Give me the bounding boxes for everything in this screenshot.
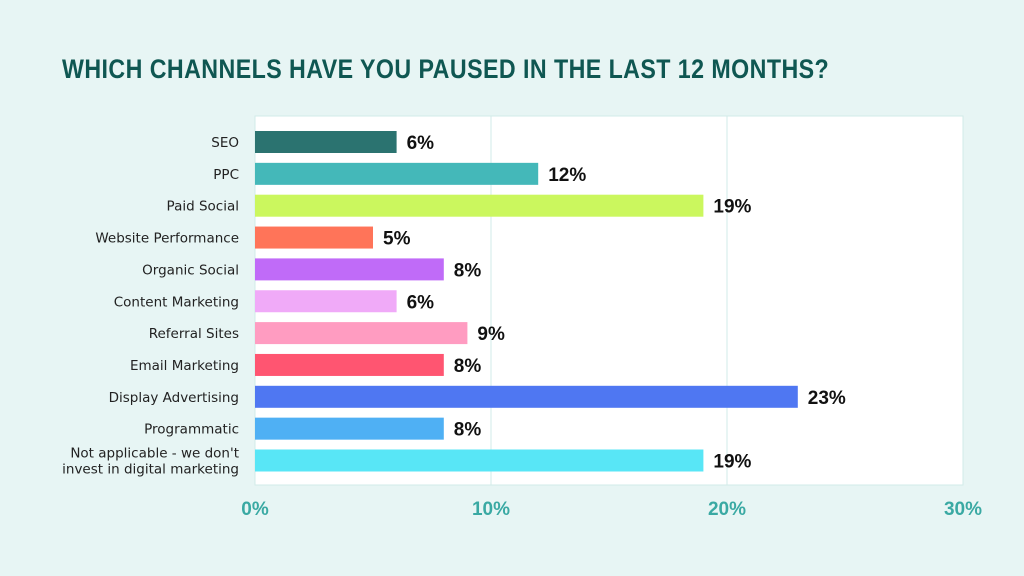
category-label: Display Advertising [109,390,239,406]
category-label: Organic Social [142,262,239,278]
x-tick-label: 10% [472,499,510,520]
category-labels: SEO PPC Paid Social Website Performance Orga… [62,135,239,478]
x-tick-label: 30% [944,499,982,520]
bar [255,131,397,153]
value-label: 8% [454,260,482,281]
value-label: 6% [407,292,435,313]
category-label: Paid Social [167,199,239,215]
value-label: 19% [713,197,751,218]
x-tick-label: 0% [241,499,269,520]
category-label: Website Performance [95,231,239,247]
bar [255,194,704,217]
value-label: 9% [477,324,505,345]
bar [255,290,397,313]
category-label: Content Marketing [114,294,239,310]
category-label: Referral Sites [149,326,239,342]
bar [255,353,444,376]
category-label: Not applicable - we don't invest in digit… [62,446,239,478]
value-label: 19% [713,452,751,473]
bar [255,258,444,281]
bar [255,322,468,345]
value-label: 8% [454,356,482,377]
value-label: 8% [454,420,482,441]
bar [255,162,539,185]
category-label: PPC [213,167,239,183]
bar [255,449,704,472]
x-tick-label: 20% [708,499,746,520]
value-labels: 6% 12% 19% 5% 8% 6% 9% 8% 23% 8% 19% [383,133,846,473]
bar [255,417,444,440]
value-label: 5% [383,229,411,250]
bars [255,131,798,472]
bar [255,385,798,408]
category-label: Programmatic [144,422,239,438]
category-label: Email Marketing [130,358,239,374]
value-label: 6% [407,133,435,154]
category-label: SEO [211,135,239,151]
value-label: 12% [548,165,586,186]
chart-title: WHICH CHANNELS HAVE YOU PAUSED IN THE LA… [62,54,830,84]
bar [255,226,373,249]
value-label: 23% [808,388,846,409]
x-axis-tick-labels: 0% 10% 20% 30% [241,499,982,520]
